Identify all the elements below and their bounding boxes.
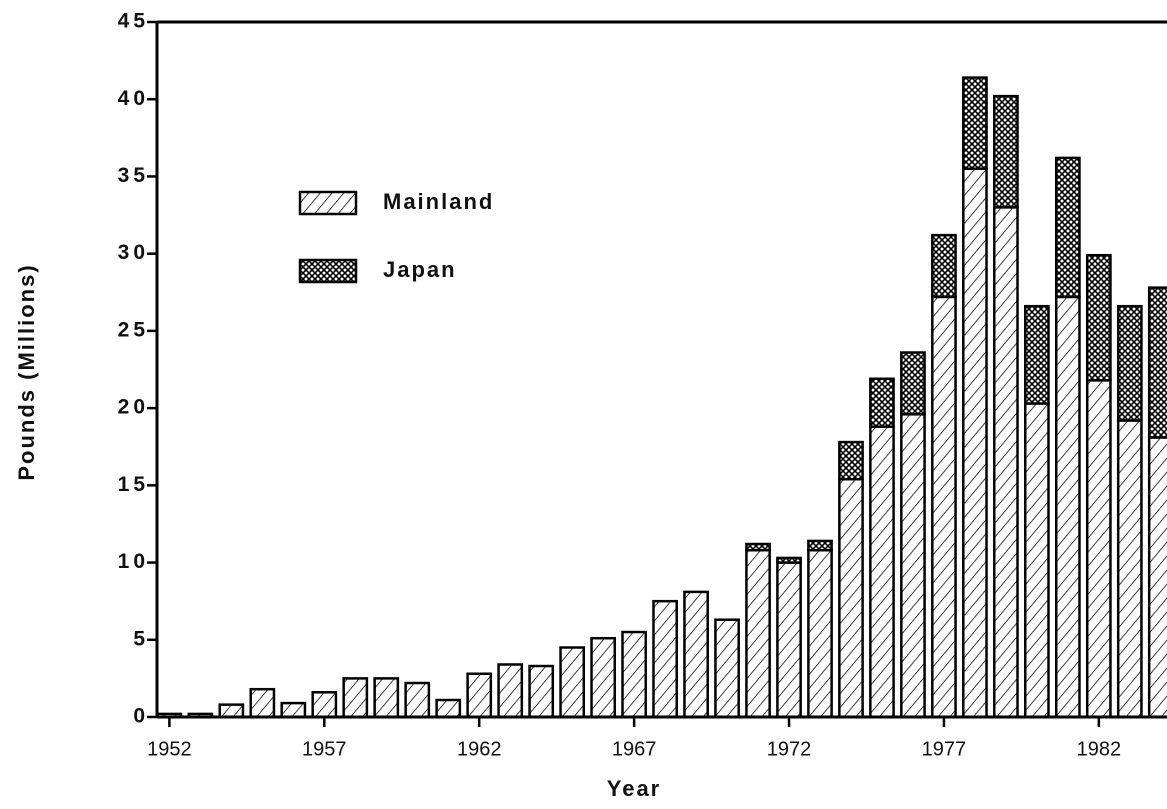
y-tick-label: 35 bbox=[118, 164, 149, 187]
x-tick-label: 1952 bbox=[147, 738, 192, 760]
bar-segment bbox=[559, 646, 586, 719]
legend-label: Japan bbox=[383, 257, 457, 282]
bar-segment bbox=[1024, 402, 1050, 719]
plot-area bbox=[157, 76, 1167, 719]
bar-segment bbox=[776, 561, 802, 719]
bar-segment bbox=[993, 206, 1019, 719]
bar-segment bbox=[1085, 253, 1112, 382]
bar-segment bbox=[683, 590, 709, 719]
bar-segment bbox=[497, 663, 524, 719]
x-axis-label: Year bbox=[607, 776, 662, 801]
y-tick-label: 40 bbox=[118, 87, 149, 110]
y-tick-label: 25 bbox=[118, 318, 149, 341]
bar-segment bbox=[1147, 436, 1167, 719]
bar-segment bbox=[466, 672, 493, 719]
bar-segment bbox=[900, 351, 926, 416]
bar-segment bbox=[993, 94, 1019, 209]
bar-segment bbox=[931, 295, 957, 719]
bar-segment bbox=[745, 548, 771, 719]
bar-segment bbox=[652, 599, 678, 719]
bar-segment bbox=[776, 556, 802, 564]
bar-segment bbox=[590, 636, 617, 719]
y-tick-label: 45 bbox=[118, 10, 149, 33]
bar-segment bbox=[869, 425, 895, 719]
y-axis-label: Pounds (Millions) bbox=[14, 263, 39, 480]
legend-swatch bbox=[298, 258, 358, 284]
bar-segment bbox=[280, 701, 307, 719]
bar-segment bbox=[1054, 295, 1081, 719]
bar-segment bbox=[342, 677, 369, 719]
bar-segment bbox=[807, 548, 833, 719]
bar-segment bbox=[869, 377, 895, 428]
y-tick-label: 0 bbox=[133, 705, 149, 728]
bar-segment bbox=[1054, 156, 1081, 299]
y-tick-label: 20 bbox=[118, 396, 149, 419]
bar-segment bbox=[962, 76, 988, 170]
bar-segment bbox=[1024, 304, 1050, 405]
bar-segment bbox=[714, 618, 740, 719]
x-tick-label: 1977 bbox=[922, 738, 967, 760]
legend-label: Mainland bbox=[383, 189, 494, 214]
bar-segment bbox=[1085, 379, 1112, 719]
bar-segment bbox=[745, 542, 771, 552]
bar-segment bbox=[838, 477, 864, 719]
bar-segment bbox=[1116, 419, 1143, 719]
bar-segment bbox=[931, 233, 957, 299]
bar-segment bbox=[249, 687, 276, 719]
bar-segment bbox=[528, 664, 555, 719]
x-tick-label: 1982 bbox=[1077, 738, 1122, 760]
bar-segment bbox=[1116, 304, 1143, 422]
bar-segment bbox=[1147, 286, 1167, 439]
bar-segment bbox=[404, 681, 431, 719]
bar-segment bbox=[962, 167, 988, 719]
legend-swatch bbox=[298, 190, 358, 216]
bar-segment bbox=[311, 691, 338, 719]
y-tick-label: 10 bbox=[118, 550, 149, 573]
bar-segment bbox=[218, 703, 245, 719]
x-tick-label: 1972 bbox=[767, 738, 812, 760]
bar-segment bbox=[900, 413, 926, 719]
bar-segment bbox=[838, 440, 864, 481]
y-tick-label: 5 bbox=[133, 627, 149, 650]
y-tick-label: 15 bbox=[118, 473, 149, 496]
bar-segment bbox=[435, 698, 462, 719]
bar-segment bbox=[807, 539, 833, 552]
y-tick-label: 30 bbox=[118, 241, 149, 264]
x-tick-label: 1957 bbox=[302, 738, 347, 760]
bar-segment bbox=[373, 677, 400, 719]
x-tick-label: 1967 bbox=[612, 738, 657, 760]
x-tick-label: 1962 bbox=[457, 738, 502, 760]
bar-segment bbox=[621, 630, 647, 719]
